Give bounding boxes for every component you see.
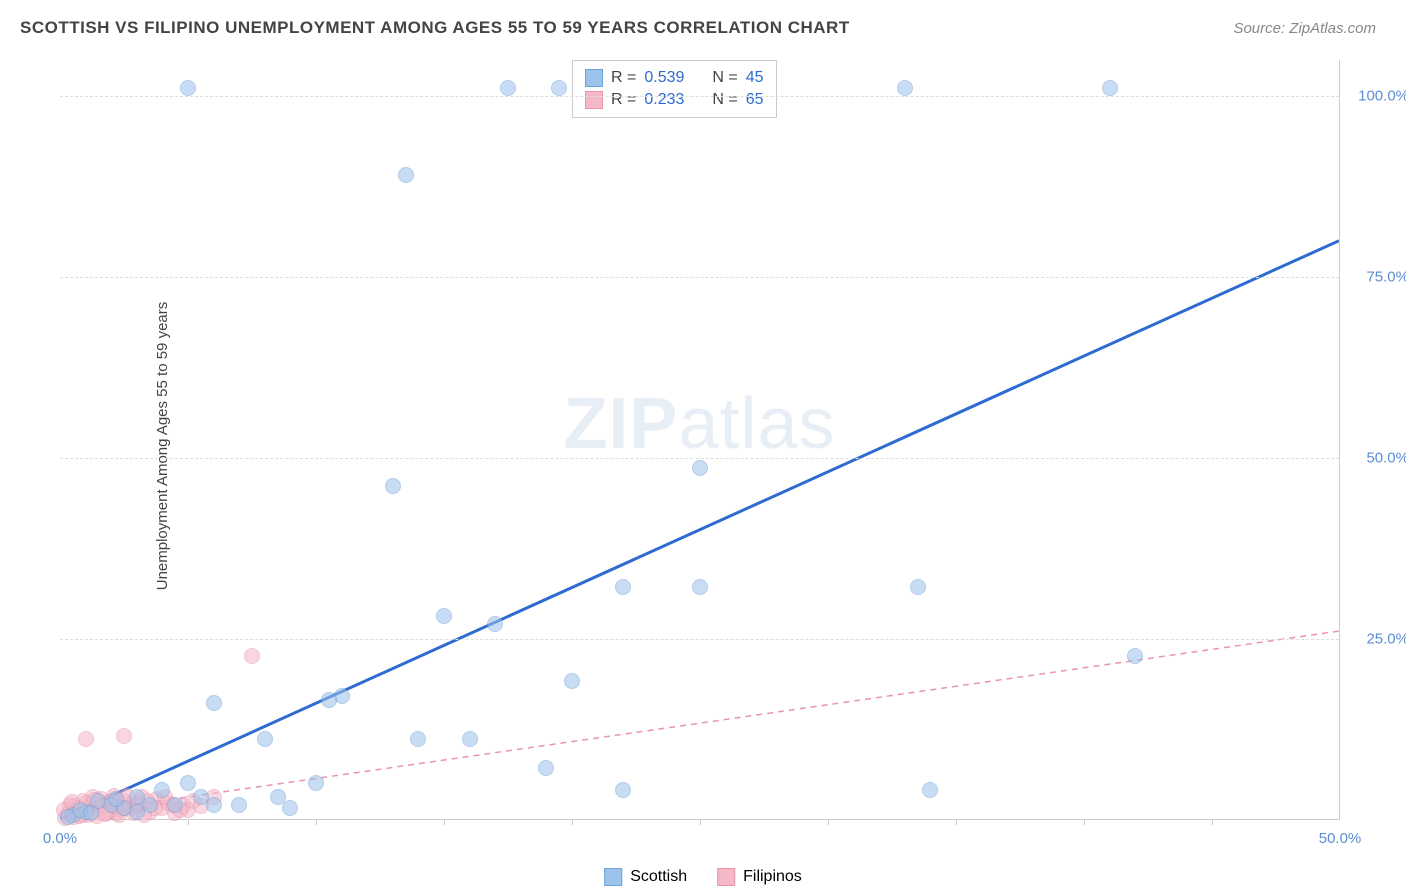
- scatter-point: [282, 800, 298, 816]
- x-tick-label: 50.0%: [1319, 830, 1362, 847]
- x-tick-mark: [1212, 819, 1213, 825]
- legend-item: Filipinos: [717, 868, 802, 886]
- scatter-point: [154, 782, 170, 798]
- series-swatch: [585, 69, 603, 87]
- scatter-point: [206, 797, 222, 813]
- scatter-point: [167, 797, 183, 813]
- scatter-point: [1127, 648, 1143, 664]
- watermark: ZIPatlas: [563, 383, 835, 465]
- scatter-point: [60, 809, 76, 825]
- scatter-plot-area: ZIPatlas R = 0.539N = 45R = 0.233N = 65 …: [60, 60, 1340, 820]
- legend-swatch: [717, 868, 735, 886]
- watermark-light: atlas: [678, 384, 835, 464]
- x-tick-mark: [828, 819, 829, 825]
- scatter-point: [180, 80, 196, 96]
- scatter-point: [1102, 80, 1118, 96]
- gridline-h: [60, 277, 1339, 278]
- stat-r-label: R =: [611, 91, 636, 109]
- scatter-point: [78, 731, 94, 747]
- scatter-point: [897, 80, 913, 96]
- x-tick-mark: [700, 819, 701, 825]
- scatter-point: [500, 80, 516, 96]
- scatter-point: [129, 804, 145, 820]
- scatter-point: [538, 760, 554, 776]
- scatter-point: [910, 579, 926, 595]
- stat-n-value: 65: [746, 91, 764, 109]
- scatter-point: [692, 460, 708, 476]
- scatter-point: [615, 782, 631, 798]
- scatter-point: [308, 775, 324, 791]
- scatter-point: [564, 673, 580, 689]
- scatter-point: [410, 731, 426, 747]
- stats-row: R = 0.233 N = 65: [585, 89, 764, 111]
- gridline-h: [60, 458, 1339, 459]
- scatter-point: [436, 608, 452, 624]
- scatter-point: [231, 797, 247, 813]
- scatter-point: [180, 775, 196, 791]
- scatter-point: [108, 791, 124, 807]
- stat-n-label: N =: [712, 91, 737, 109]
- scatter-point: [398, 167, 414, 183]
- scatter-point: [692, 579, 708, 595]
- legend-label: Filipinos: [743, 868, 802, 886]
- y-tick-label: 75.0%: [1366, 269, 1406, 286]
- scatter-point: [116, 728, 132, 744]
- stat-r-value: 0.233: [644, 91, 684, 109]
- scatter-point: [206, 695, 222, 711]
- gridline-h: [60, 639, 1339, 640]
- series-swatch: [585, 91, 603, 109]
- trendline: [60, 241, 1339, 819]
- stat-r-value: 0.539: [644, 69, 684, 87]
- trendlines-svg: [60, 60, 1339, 819]
- scatter-point: [922, 782, 938, 798]
- legend-swatch: [604, 868, 622, 886]
- x-tick-mark: [444, 819, 445, 825]
- source-attribution: Source: ZipAtlas.com: [1233, 20, 1376, 37]
- scatter-point: [321, 692, 337, 708]
- legend-bottom: Scottish Filipinos: [604, 868, 802, 886]
- gridline-h: [60, 96, 1339, 97]
- legend-item: Scottish: [604, 868, 687, 886]
- stat-r-label: R =: [611, 69, 636, 87]
- x-tick-mark: [316, 819, 317, 825]
- watermark-bold: ZIP: [563, 384, 678, 464]
- scatter-point: [385, 478, 401, 494]
- x-tick-mark: [956, 819, 957, 825]
- scatter-point: [551, 80, 567, 96]
- legend-label: Scottish: [630, 868, 687, 886]
- stat-n-value: 45: [746, 69, 764, 87]
- scatter-point: [244, 648, 260, 664]
- scatter-point: [257, 731, 273, 747]
- y-tick-label: 25.0%: [1366, 631, 1406, 648]
- y-tick-label: 100.0%: [1358, 88, 1406, 105]
- x-tick-mark: [1084, 819, 1085, 825]
- scatter-point: [487, 616, 503, 632]
- correlation-stats-box: R = 0.539 N = 45 R = 0.233 N = 65: [572, 60, 777, 118]
- scatter-point: [462, 731, 478, 747]
- y-tick-label: 50.0%: [1366, 450, 1406, 467]
- scatter-point: [83, 805, 99, 821]
- scatter-point: [615, 579, 631, 595]
- stat-n-label: N =: [712, 69, 737, 87]
- chart-title: SCOTTISH VS FILIPINO UNEMPLOYMENT AMONG …: [20, 18, 850, 38]
- x-tick-label: 0.0%: [43, 830, 77, 847]
- x-tick-mark: [572, 819, 573, 825]
- x-tick-mark: [188, 819, 189, 825]
- stats-row: R = 0.539 N = 45: [585, 67, 764, 89]
